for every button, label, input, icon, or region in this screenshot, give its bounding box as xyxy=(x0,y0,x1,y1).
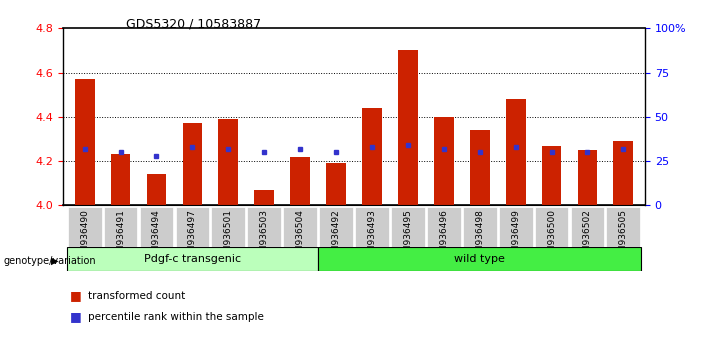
FancyBboxPatch shape xyxy=(319,207,353,248)
Bar xyxy=(75,79,95,205)
Bar xyxy=(147,175,166,205)
Text: GSM936503: GSM936503 xyxy=(259,209,268,264)
Text: GSM936495: GSM936495 xyxy=(403,209,412,264)
Text: GSM936502: GSM936502 xyxy=(583,209,592,264)
FancyBboxPatch shape xyxy=(391,207,425,248)
FancyBboxPatch shape xyxy=(535,207,569,248)
Text: GDS5320 / 10583887: GDS5320 / 10583887 xyxy=(126,18,261,31)
Bar xyxy=(434,117,454,205)
Text: GSM936504: GSM936504 xyxy=(296,209,305,264)
Text: GSM936505: GSM936505 xyxy=(619,209,628,264)
Text: GSM936493: GSM936493 xyxy=(367,209,376,264)
Bar xyxy=(362,108,382,205)
Text: GSM936501: GSM936501 xyxy=(224,209,233,264)
FancyBboxPatch shape xyxy=(247,207,281,248)
Bar xyxy=(111,154,130,205)
FancyBboxPatch shape xyxy=(283,207,317,248)
FancyBboxPatch shape xyxy=(212,207,245,248)
FancyBboxPatch shape xyxy=(463,207,496,248)
FancyBboxPatch shape xyxy=(67,247,318,271)
Text: GSM936491: GSM936491 xyxy=(116,209,125,264)
Text: GSM936492: GSM936492 xyxy=(332,209,341,264)
FancyBboxPatch shape xyxy=(606,207,640,248)
FancyBboxPatch shape xyxy=(318,247,641,271)
Bar xyxy=(326,163,346,205)
Text: genotype/variation: genotype/variation xyxy=(4,256,96,266)
Text: transformed count: transformed count xyxy=(88,291,185,301)
FancyBboxPatch shape xyxy=(139,207,173,248)
Bar xyxy=(219,119,238,205)
Text: wild type: wild type xyxy=(454,254,505,264)
FancyBboxPatch shape xyxy=(104,207,137,248)
Text: ▶: ▶ xyxy=(50,256,58,266)
Text: GSM936499: GSM936499 xyxy=(511,209,520,264)
FancyBboxPatch shape xyxy=(498,207,533,248)
Bar xyxy=(613,141,633,205)
Text: GSM936498: GSM936498 xyxy=(475,209,484,264)
Bar xyxy=(398,51,418,205)
Text: ■: ■ xyxy=(70,310,82,323)
Bar xyxy=(290,157,310,205)
Text: GSM936496: GSM936496 xyxy=(440,209,449,264)
Text: ■: ■ xyxy=(70,289,82,302)
Text: Pdgf-c transgenic: Pdgf-c transgenic xyxy=(144,254,241,264)
Text: GSM936500: GSM936500 xyxy=(547,209,556,264)
FancyBboxPatch shape xyxy=(355,207,389,248)
FancyBboxPatch shape xyxy=(427,207,461,248)
FancyBboxPatch shape xyxy=(175,207,210,248)
FancyBboxPatch shape xyxy=(68,207,102,248)
Text: percentile rank within the sample: percentile rank within the sample xyxy=(88,312,264,322)
Text: GSM936494: GSM936494 xyxy=(152,209,161,264)
Bar xyxy=(254,190,274,205)
Bar xyxy=(542,145,562,205)
Bar xyxy=(505,99,526,205)
Bar xyxy=(578,150,597,205)
Bar xyxy=(182,124,203,205)
Text: GSM936490: GSM936490 xyxy=(80,209,89,264)
FancyBboxPatch shape xyxy=(571,207,604,248)
Text: GSM936497: GSM936497 xyxy=(188,209,197,264)
Bar xyxy=(470,130,489,205)
